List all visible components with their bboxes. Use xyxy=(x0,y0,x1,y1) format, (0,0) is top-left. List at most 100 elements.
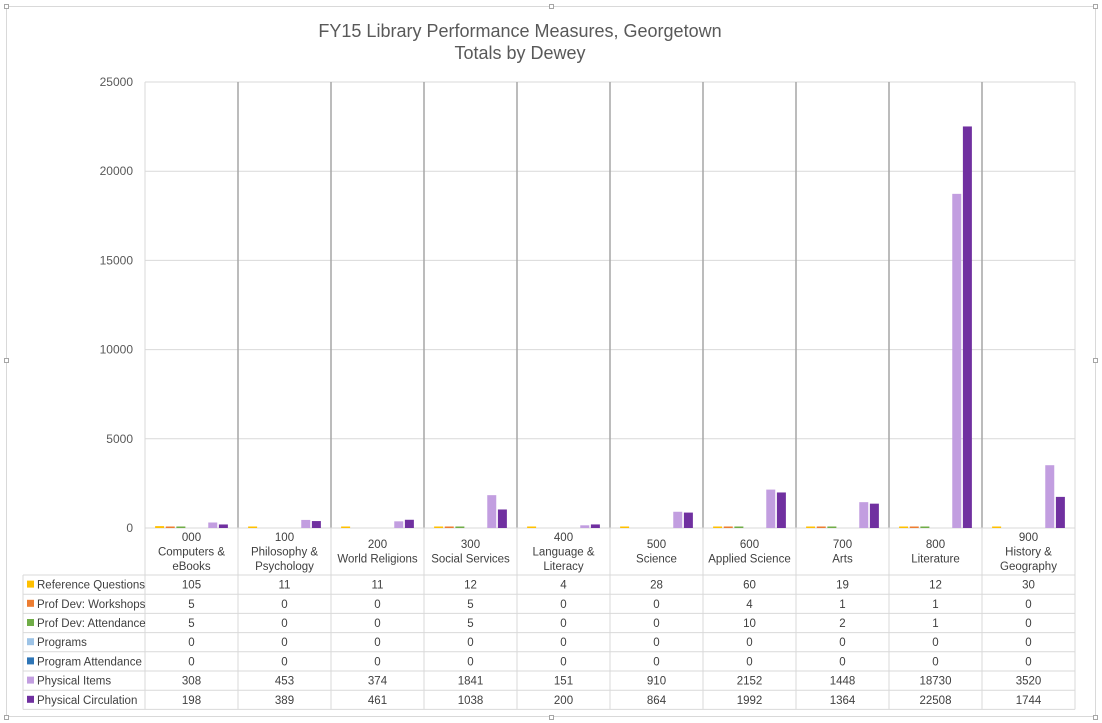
category-label: 700 xyxy=(833,539,852,551)
bar xyxy=(444,526,454,528)
legend-key xyxy=(27,599,34,607)
data-label: 0 xyxy=(374,599,380,611)
category-label: Arts xyxy=(832,554,853,566)
category-label: Literature xyxy=(911,554,960,566)
bar xyxy=(766,489,776,528)
legend-key xyxy=(27,657,34,665)
legend-key xyxy=(27,638,34,646)
data-label: 0 xyxy=(932,656,938,668)
legend-label: Physical Circulation xyxy=(37,695,137,707)
data-label: 12 xyxy=(929,580,942,592)
category-label: 300 xyxy=(461,539,480,551)
bar xyxy=(404,519,414,528)
bar xyxy=(590,524,600,528)
category-label: Science xyxy=(636,554,677,566)
data-label: 5 xyxy=(188,599,194,611)
y-tick-label: 20000 xyxy=(100,164,134,178)
bar xyxy=(909,526,919,528)
data-label: 308 xyxy=(182,676,201,688)
data-label: 0 xyxy=(374,656,380,668)
data-label: 864 xyxy=(647,695,667,707)
data-label: 4 xyxy=(560,580,567,592)
data-label: 200 xyxy=(554,695,573,707)
resize-handle-bottom[interactable] xyxy=(549,715,554,720)
bar xyxy=(527,526,537,528)
resize-handle-top[interactable] xyxy=(549,4,554,9)
bar xyxy=(713,526,723,528)
bar xyxy=(806,526,816,528)
y-tick-label: 10000 xyxy=(100,343,134,357)
data-label: 1 xyxy=(932,599,938,611)
data-label: 910 xyxy=(647,676,666,688)
data-label: 11 xyxy=(372,580,384,592)
bar xyxy=(1055,496,1065,528)
data-label: 0 xyxy=(839,656,845,668)
data-label: 0 xyxy=(560,656,566,668)
legend-label: Programs xyxy=(37,637,87,649)
bar xyxy=(580,525,590,528)
data-label: 1364 xyxy=(830,695,856,707)
data-label: 1992 xyxy=(737,695,763,707)
chart-subtitle: Totals by Dewey xyxy=(454,43,586,63)
data-label: 0 xyxy=(1025,656,1031,668)
category-label: 500 xyxy=(647,539,666,551)
data-label: 22508 xyxy=(920,695,952,707)
data-label: 1841 xyxy=(458,676,484,688)
data-label: 0 xyxy=(188,637,194,649)
data-label: 5 xyxy=(188,618,194,630)
category-label: 400 xyxy=(554,532,573,544)
legend-key xyxy=(27,619,34,626)
data-label: 151 xyxy=(554,676,573,688)
data-label: 28 xyxy=(650,580,663,592)
legend-key xyxy=(27,695,34,703)
data-label: 2152 xyxy=(737,676,763,688)
bar xyxy=(301,519,311,528)
data-label: 0 xyxy=(560,618,566,630)
data-label: 12 xyxy=(464,580,477,592)
category-label: eBooks xyxy=(172,561,211,573)
data-label: 0 xyxy=(653,599,659,611)
resize-handle-bottom-left[interactable] xyxy=(4,715,9,720)
legend-label: Physical Items xyxy=(37,676,111,688)
resize-handle-top-right[interactable] xyxy=(1093,4,1098,9)
resize-handle-bottom-right[interactable] xyxy=(1093,715,1098,720)
data-label: 10 xyxy=(743,618,756,630)
bar xyxy=(434,526,444,528)
resize-handle-right[interactable] xyxy=(1093,358,1098,363)
resize-handle-top-left[interactable] xyxy=(4,4,9,9)
category-label: Social Services xyxy=(431,554,510,566)
chart-title: FY15 Library Performance Measures, Georg… xyxy=(0,20,1040,64)
bar xyxy=(859,502,869,528)
legend-label: Reference Questions xyxy=(37,580,145,592)
y-tick-label: 15000 xyxy=(100,253,134,267)
data-label: 5 xyxy=(467,618,473,630)
bar xyxy=(208,522,218,528)
resize-handle-left[interactable] xyxy=(4,358,9,363)
y-tick-label: 0 xyxy=(126,521,133,535)
data-label: 0 xyxy=(188,656,194,668)
bar xyxy=(827,526,837,528)
category-label: Philosophy & xyxy=(251,547,318,559)
bar xyxy=(487,495,497,528)
data-label: 0 xyxy=(374,618,380,630)
data-label: 4 xyxy=(746,599,753,611)
data-label: 1038 xyxy=(458,695,484,707)
data-label: 0 xyxy=(467,656,473,668)
category-label: World Religions xyxy=(337,554,418,566)
data-label: 0 xyxy=(281,618,287,630)
data-label: 3520 xyxy=(1016,676,1042,688)
data-label: 0 xyxy=(1025,599,1031,611)
category-label: History & xyxy=(1005,547,1052,559)
legend-key xyxy=(27,580,34,588)
data-label: 453 xyxy=(275,676,294,688)
data-label: 0 xyxy=(746,637,752,649)
data-label: 0 xyxy=(560,637,566,649)
data-label: 2 xyxy=(839,618,845,630)
bar xyxy=(394,521,404,528)
data-label: 0 xyxy=(374,637,380,649)
data-label: 0 xyxy=(560,599,566,611)
category-label: Language & xyxy=(532,547,594,559)
bar xyxy=(776,492,786,528)
data-label: 11 xyxy=(279,580,291,592)
data-label: 0 xyxy=(1025,618,1031,630)
